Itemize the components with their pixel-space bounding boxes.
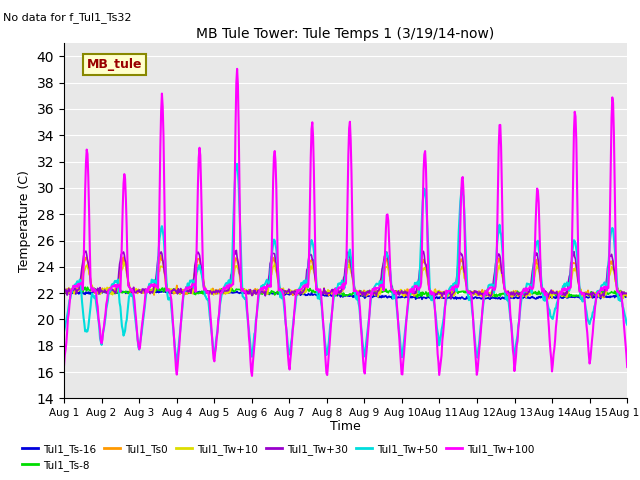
Tul1_Tw+100 [215, 311, 223, 316]
Tul1_Tw+100 [128, 287, 136, 293]
Tul1_Tw+30 [232, 248, 240, 253]
Tul1_Ts-8 [623, 292, 631, 298]
Tul1_Tw+10 [623, 292, 631, 298]
Tul1_Tw+50 [216, 303, 224, 309]
Tul1_Ts0 [60, 292, 68, 298]
Tul1_Ts-16 [70, 290, 78, 296]
Tul1_Ts0 [70, 288, 78, 294]
Tul1_Tw+100 [186, 284, 193, 290]
Tul1_Tw+50 [128, 293, 136, 299]
Title: MB Tule Tower: Tule Temps 1 (3/19/14-now): MB Tule Tower: Tule Temps 1 (3/19/14-now… [196, 27, 495, 41]
Tul1_Tw+10 [186, 285, 194, 291]
Tul1_Ts-8 [432, 290, 440, 296]
Legend: Tul1_Ts-16, Tul1_Ts-8, Tul1_Ts0, Tul1_Tw+10, Tul1_Tw+30, Tul1_Tw+50, Tul1_Tw+100: Tul1_Ts-16, Tul1_Ts-8, Tul1_Ts0, Tul1_Tw… [18, 439, 539, 475]
Tul1_Tw+50 [233, 161, 241, 167]
Tul1_Ts0 [216, 286, 224, 292]
Tul1_Ts-8 [129, 289, 137, 295]
Tul1_Ts-8 [413, 295, 421, 300]
Tul1_Ts-16 [432, 294, 440, 300]
Tul1_Tw+10 [216, 288, 224, 294]
Text: MB_tule: MB_tule [86, 58, 142, 71]
Tul1_Ts-16 [623, 292, 631, 298]
Tul1_Tw+100 [233, 66, 241, 72]
Tul1_Ts-16 [216, 289, 224, 295]
Tul1_Tw+10 [415, 287, 422, 293]
Tul1_Tw+30 [186, 288, 193, 293]
Tul1_Tw+100 [70, 283, 78, 289]
Tul1_Tw+30 [60, 284, 68, 290]
Tul1_Tw+30 [623, 290, 631, 296]
Tul1_Tw+10 [70, 291, 78, 297]
Line: Tul1_Tw+10: Tul1_Tw+10 [64, 263, 627, 299]
Tul1_Tw+100 [60, 363, 68, 369]
Y-axis label: Temperature (C): Temperature (C) [18, 170, 31, 272]
Tul1_Ts-16 [415, 295, 422, 301]
Text: No data for f_Tul1_Ts32: No data for f_Tul1_Ts32 [3, 12, 132, 23]
Tul1_Ts-8 [60, 289, 68, 295]
Tul1_Tw+10 [120, 260, 128, 265]
Tul1_Ts-8 [81, 284, 89, 290]
Tul1_Ts0 [623, 293, 631, 299]
Tul1_Tw+30 [431, 292, 439, 298]
Tul1_Tw+50 [70, 284, 78, 289]
X-axis label: Time: Time [330, 420, 361, 432]
Tul1_Tw+50 [416, 274, 424, 279]
Tul1_Tw+100 [623, 364, 631, 370]
Tul1_Tw+100 [416, 285, 424, 291]
Line: Tul1_Tw+50: Tul1_Tw+50 [64, 164, 627, 366]
Tul1_Ts-8 [416, 290, 424, 296]
Tul1_Tw+50 [60, 329, 68, 335]
Tul1_Ts0 [157, 252, 164, 258]
Line: Tul1_Ts-8: Tul1_Ts-8 [64, 287, 627, 298]
Tul1_Tw+30 [415, 276, 422, 281]
Tul1_Tw+10 [60, 286, 68, 292]
Line: Tul1_Ts-16: Tul1_Ts-16 [64, 291, 627, 300]
Tul1_Tw+30 [128, 290, 136, 296]
Tul1_Tw+30 [215, 289, 223, 295]
Tul1_Tw+100 [432, 325, 440, 331]
Tul1_Ts0 [431, 286, 439, 292]
Tul1_Ts0 [186, 288, 194, 294]
Tul1_Ts-16 [128, 288, 136, 294]
Tul1_Tw+30 [70, 286, 78, 292]
Line: Tul1_Ts0: Tul1_Ts0 [64, 255, 627, 299]
Tul1_Tw+10 [129, 287, 137, 293]
Tul1_Ts-16 [418, 297, 426, 302]
Tul1_Ts-8 [216, 288, 224, 294]
Tul1_Ts-16 [186, 289, 194, 295]
Line: Tul1_Tw+100: Tul1_Tw+100 [64, 69, 627, 376]
Tul1_Tw+10 [431, 288, 439, 293]
Tul1_Tw+30 [447, 296, 455, 301]
Tul1_Ts0 [415, 281, 422, 287]
Tul1_Ts-16 [60, 289, 68, 295]
Tul1_Tw+100 [248, 373, 256, 379]
Line: Tul1_Tw+30: Tul1_Tw+30 [64, 251, 627, 299]
Tul1_Tw+50 [432, 316, 440, 322]
Tul1_Ts-8 [186, 288, 194, 294]
Tul1_Ts-16 [135, 288, 143, 294]
Tul1_Ts-8 [70, 288, 78, 293]
Tul1_Tw+50 [173, 363, 180, 369]
Tul1_Tw+50 [623, 322, 631, 327]
Tul1_Tw+50 [186, 277, 194, 283]
Tul1_Ts0 [128, 286, 136, 292]
Tul1_Tw+10 [620, 296, 627, 301]
Tul1_Ts0 [545, 296, 553, 302]
